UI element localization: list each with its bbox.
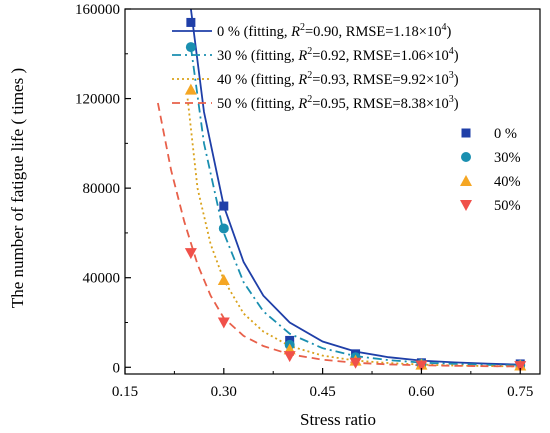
legend-marker-1	[461, 128, 471, 138]
legend-fit-label-3: 40 % (fitting, R2=0.93, RMSE=9.92×103)	[217, 70, 459, 88]
x-tick-label: 0.60	[408, 384, 434, 400]
axes: 0.15 0.30 0.45 0.60 0.75 0 40000 80000 120000 160…	[75, 2, 541, 400]
data-point-s4-1	[184, 248, 197, 260]
legend-marker-4	[460, 200, 472, 211]
y-tick-label: 0	[113, 360, 121, 376]
x-tick-label: 0.45	[309, 384, 335, 400]
data-markers	[184, 17, 527, 373]
x-tick-label: 0.30	[211, 384, 237, 400]
x-axis-label: Stress ratio	[300, 410, 376, 429]
data-point-s1-2	[219, 201, 229, 211]
data-point-s4-3	[283, 351, 296, 363]
y-tick-label: 80000	[83, 181, 121, 197]
data-point-s4-2	[217, 317, 230, 329]
x-tick-label: 0.75	[507, 384, 533, 400]
data-point-s2-1	[185, 42, 196, 53]
legend-marker-label-4: 50%	[494, 198, 521, 214]
data-point-s4-6	[514, 361, 527, 373]
legend-marker-label-2: 30%	[494, 150, 521, 166]
legend-fit-label-2: 30 % (fitting, R2=0.92, RMSE=1.06×104)	[217, 46, 459, 64]
legend: 0 % (fitting, R2=0.90, RMSE=1.18×104) 30 …	[172, 22, 521, 214]
legend-marker-label-1: 0 %	[494, 126, 517, 142]
y-tick-label: 40000	[83, 271, 121, 287]
data-point-s3-1	[184, 83, 197, 95]
legend-marker-3	[460, 175, 472, 186]
y-axis-label: The number of fatigue life ( times )	[8, 68, 27, 308]
legend-marker-2	[461, 152, 471, 162]
data-point-s1-1	[186, 17, 196, 27]
y-tick-label: 120000	[75, 92, 120, 108]
data-point-s2-2	[218, 223, 229, 234]
data-point-s4-5	[415, 360, 428, 372]
fit-curve-2	[190, 46, 521, 367]
legend-marker-label-3: 40%	[494, 174, 521, 190]
data-point-s4-4	[349, 357, 362, 369]
fit-curve-4	[157, 102, 521, 368]
plot-frame	[124, 8, 541, 375]
data-point-s3-2	[217, 273, 230, 285]
y-tick-label: 160000	[75, 2, 120, 18]
x-tick-label: 0.15	[112, 384, 138, 400]
legend-fit-label-1: 0 % (fitting, R2=0.90, RMSE=1.18×104)	[217, 22, 452, 40]
legend-fit-label-4: 50 % (fitting, R2=0.95, RMSE=8.38×103)	[217, 94, 459, 112]
